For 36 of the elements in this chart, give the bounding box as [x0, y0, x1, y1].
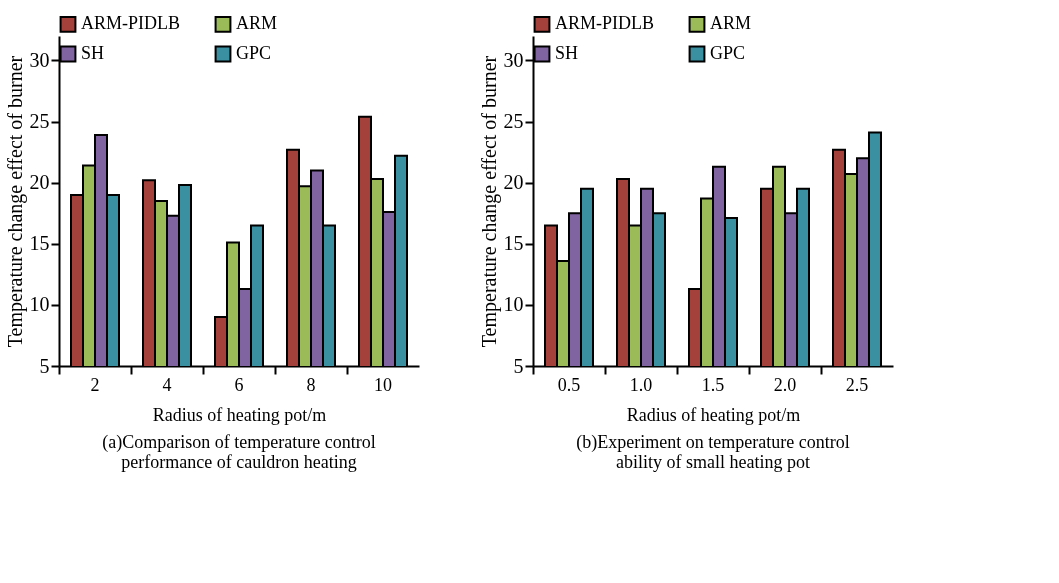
legend-label: ARM: [236, 13, 278, 34]
legend-label: ARM-PIDLB: [555, 13, 655, 34]
x-tick-label: 2.5: [845, 374, 869, 395]
y-axis-title: Temperature change effect of burner: [3, 55, 27, 348]
y-tick-label: 20: [29, 171, 50, 194]
x-tick-label: 4: [162, 374, 172, 395]
y-tick-label: 30: [503, 48, 524, 71]
x-tick-label: 0.5: [557, 374, 581, 395]
y-tick-label: 15: [29, 232, 50, 255]
x-tick-label: 1.0: [629, 374, 653, 395]
text: (b)Experiment on temperature control ability of small heating pot: [576, 432, 850, 472]
y-tick-label: 20: [503, 171, 524, 194]
x-tick-label: 1.5: [701, 374, 725, 395]
y-tick-label: 30: [29, 48, 50, 71]
y-tick-label: 25: [29, 110, 50, 133]
y-axis-title: Temperature change effect of burner: [477, 55, 501, 348]
x-axis-title: Radius of heating pot/m: [626, 404, 801, 425]
x-tick-label: 6: [234, 374, 244, 395]
x-tick-label: 2.0: [773, 374, 797, 395]
y-tick-label: 5: [39, 354, 50, 377]
x-tick-label: 8: [306, 374, 316, 395]
y-tick-label: 15: [503, 232, 524, 255]
legend-label: ARM-PIDLB: [81, 13, 181, 34]
y-tick-label: 10: [503, 293, 524, 316]
legend-label: SH: [555, 43, 579, 63]
x-tick-label: 10: [374, 374, 392, 395]
x-tick-label: 2: [90, 374, 100, 395]
legend-label: GPC: [710, 43, 746, 63]
legend-label: GPC: [236, 43, 272, 63]
y-tick-label: 5: [513, 354, 524, 377]
legend-label: ARM: [710, 13, 752, 34]
x-axis-title: Radius of heating pot/m: [152, 404, 327, 425]
legend-label: SH: [81, 43, 105, 63]
y-tick-label: 10: [29, 293, 50, 316]
text: (a)Comparison of temperature control performance of cauldron heating: [102, 432, 376, 472]
y-tick-label: 25: [503, 110, 524, 133]
